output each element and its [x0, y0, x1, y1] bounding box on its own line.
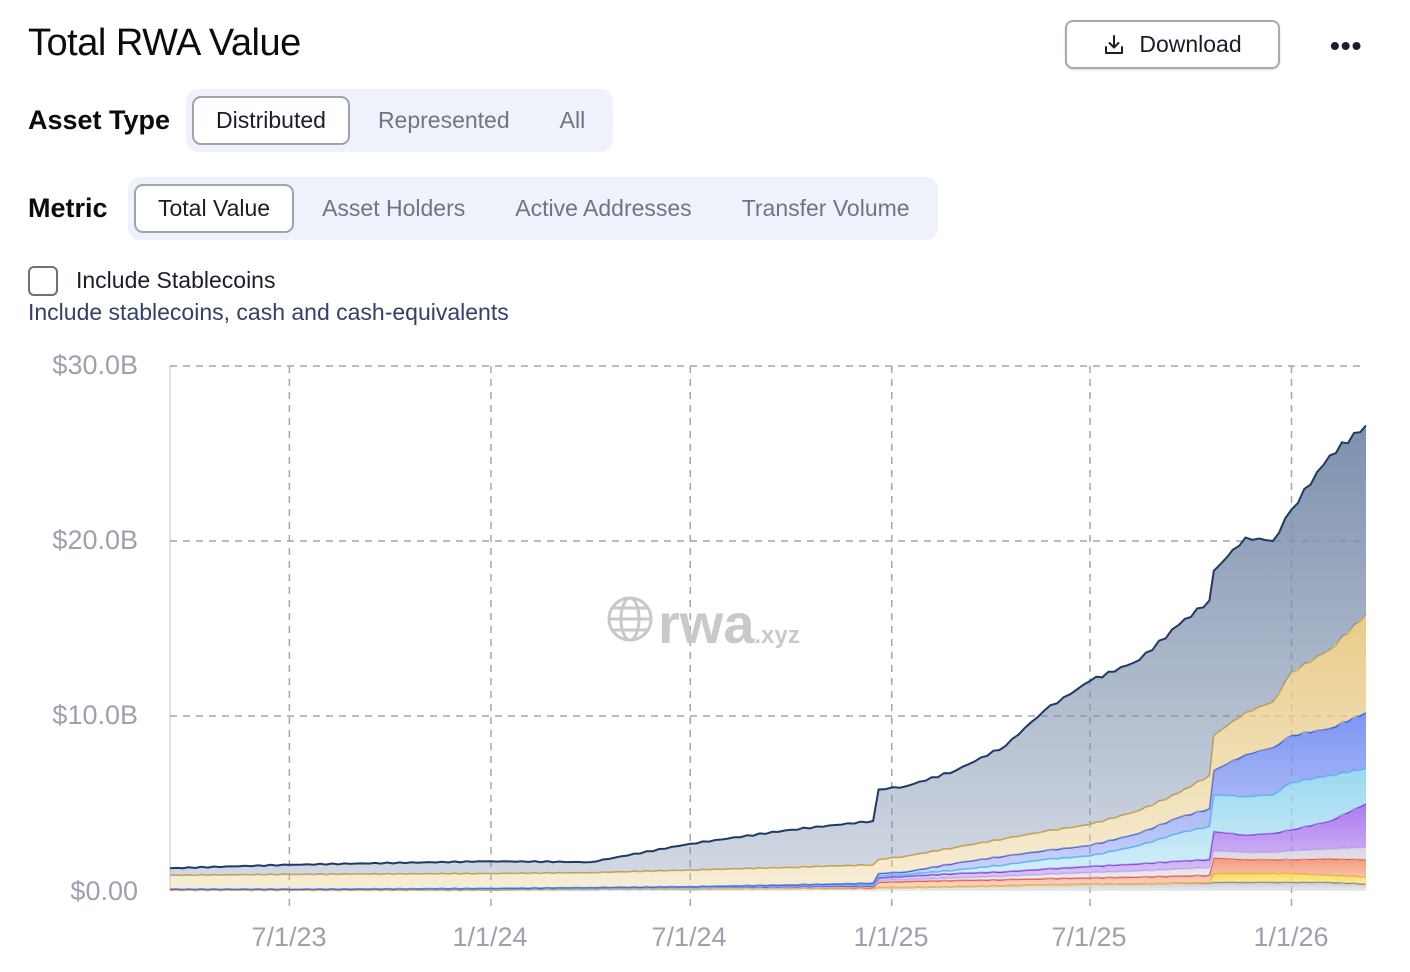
x-tick-label: 1/1/26	[1253, 922, 1329, 952]
include-stablecoins-label[interactable]: Include Stablecoins	[76, 267, 276, 293]
download-icon	[1105, 34, 1124, 54]
metric-total-value[interactable]: Total Value	[134, 184, 295, 233]
area-red	[170, 857, 1366, 891]
download-button[interactable]: Download	[1065, 20, 1280, 69]
y-tick-label: $20.0B	[52, 525, 138, 555]
watermark-suffix: .xyz	[754, 622, 800, 649]
metric-asset-holders[interactable]: Asset Holders	[322, 195, 466, 221]
metric-transfer-volume[interactable]: Transfer Volume	[741, 195, 910, 221]
x-tick-label: 7/1/23	[251, 922, 327, 952]
watermark-text: rwa	[658, 592, 755, 655]
y-tick-label: $30.0B	[52, 350, 138, 380]
area-yellow	[170, 873, 1366, 891]
area-gray	[170, 881, 1366, 891]
asset-type-label: Asset Type	[28, 105, 171, 135]
area-light-blue	[170, 768, 1366, 890]
line-navy	[169, 424, 1367, 870]
metric-label: Metric	[28, 193, 108, 223]
y-tick-label: $0.00	[70, 876, 138, 906]
page-title: Total RWA Value	[28, 22, 301, 64]
include-stablecoins-checkbox[interactable]	[28, 266, 58, 296]
asset-type-segmented: Distributed Represented All	[186, 89, 614, 152]
x-tick-label: 1/1/25	[853, 922, 929, 952]
include-stablecoins-description: Include stablecoins, cash and cash-equiv…	[28, 299, 509, 325]
download-label: Download	[1139, 31, 1242, 57]
y-tick-label: $10.0B	[52, 700, 138, 730]
globe-icon	[607, 596, 653, 642]
area-navy	[170, 425, 1366, 876]
metric-active-addresses[interactable]: Active Addresses	[515, 195, 692, 221]
x-tick-label: 1/1/24	[452, 922, 528, 952]
asset-type-all[interactable]: All	[559, 107, 586, 133]
asset-type-distributed[interactable]: Distributed	[192, 96, 350, 145]
more-dots-icon[interactable]: •••	[1330, 30, 1363, 61]
watermark: rwa .xyz	[606, 592, 800, 655]
x-tick-label: 7/1/24	[651, 922, 727, 952]
metric-segmented: Total Value Asset Holders Active Address…	[128, 177, 938, 240]
x-tick-label: 7/1/25	[1051, 922, 1127, 952]
asset-type-represented[interactable]: Represented	[377, 107, 510, 133]
